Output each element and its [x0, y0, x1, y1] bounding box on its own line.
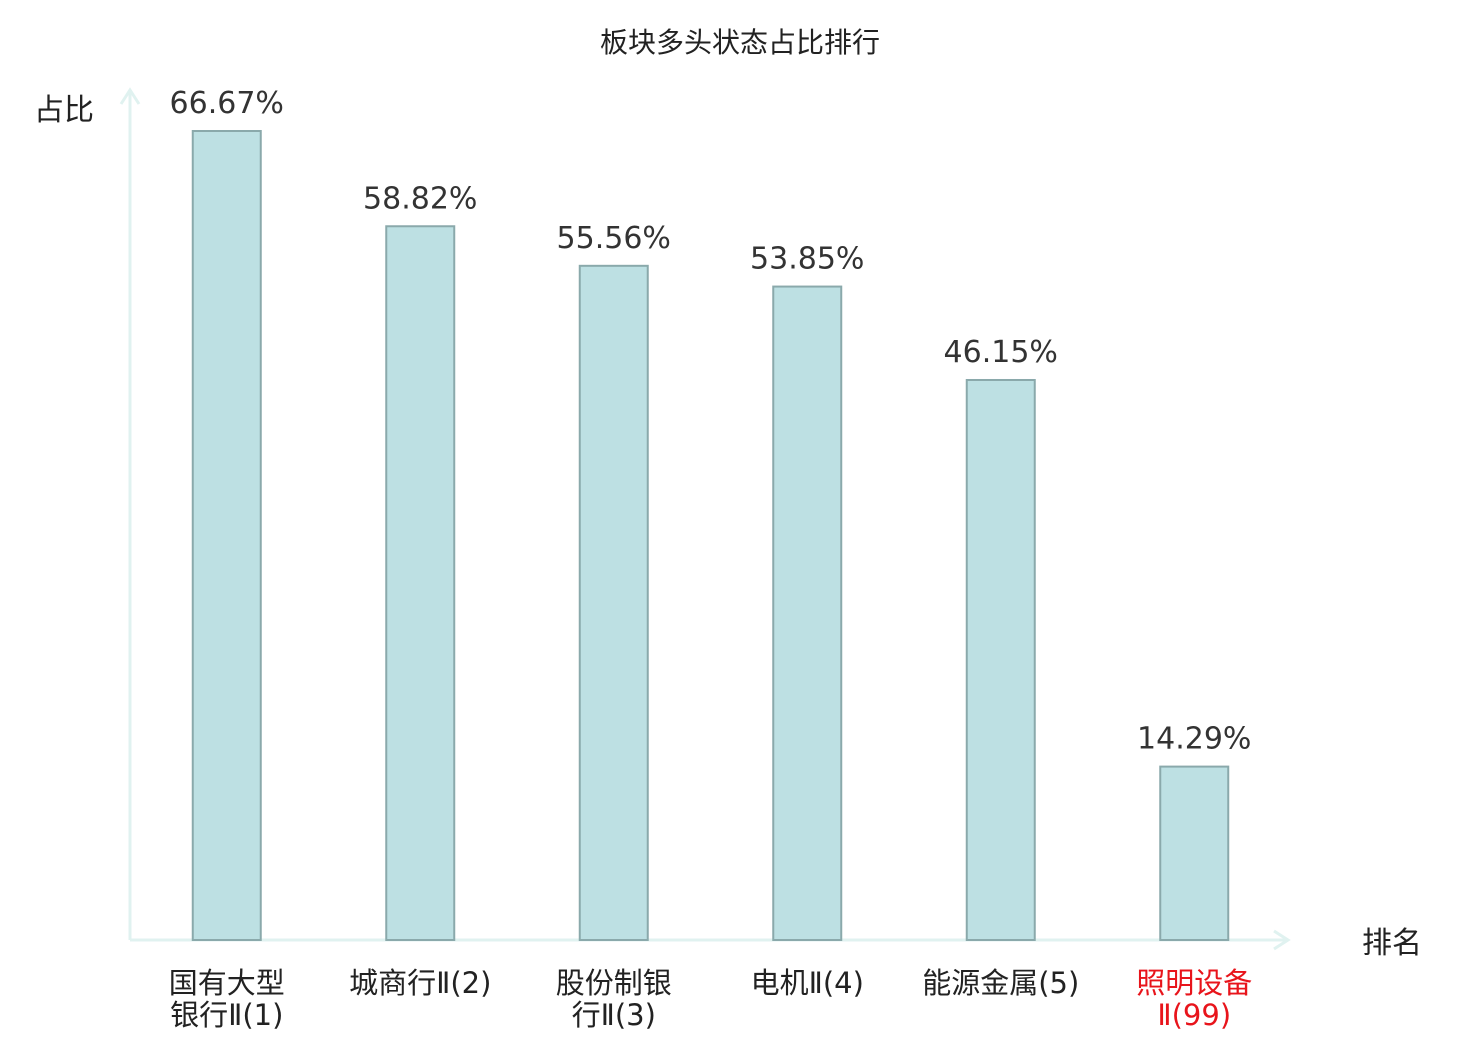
- category-label: Ⅱ(99): [1157, 998, 1231, 1032]
- x-axis-label: 排名: [1362, 926, 1422, 961]
- data-label: 55.56%: [557, 221, 671, 256]
- category-label: 电机Ⅱ(4): [751, 966, 864, 1000]
- data-label: 66.67%: [170, 86, 284, 121]
- data-label: 58.82%: [363, 181, 477, 216]
- chart-title: 板块多头状态占比排行: [600, 26, 880, 59]
- data-label: 53.85%: [750, 242, 864, 277]
- category-label: 城商行Ⅱ(2): [349, 966, 491, 1000]
- y-axis-label: 占比: [34, 93, 94, 128]
- bar: [1159, 765, 1230, 942]
- axes: [119, 87, 1291, 951]
- bar: [578, 264, 649, 941]
- category-label: 行Ⅱ(3): [572, 998, 656, 1032]
- category-label: 国有大型: [169, 966, 285, 1000]
- category-label: 照明设备: [1136, 966, 1252, 1000]
- value-labels: 66.67% 58.82% 55.56% 53.85% 46.15% 14.29%: [170, 86, 1252, 757]
- x-axis-arrow: [1273, 929, 1291, 951]
- category-label: 股份制银: [556, 966, 672, 1000]
- data-label: 14.29%: [1137, 722, 1251, 757]
- bars: [191, 130, 1230, 942]
- data-label: 46.15%: [944, 335, 1058, 370]
- bar: [965, 378, 1036, 941]
- bar: [772, 285, 843, 941]
- y-axis-arrow: [119, 87, 141, 105]
- bar: [191, 130, 262, 941]
- category-label: 能源金属(5): [922, 966, 1079, 1000]
- category-label: 银行Ⅱ(1): [170, 998, 283, 1032]
- bar: [385, 225, 456, 941]
